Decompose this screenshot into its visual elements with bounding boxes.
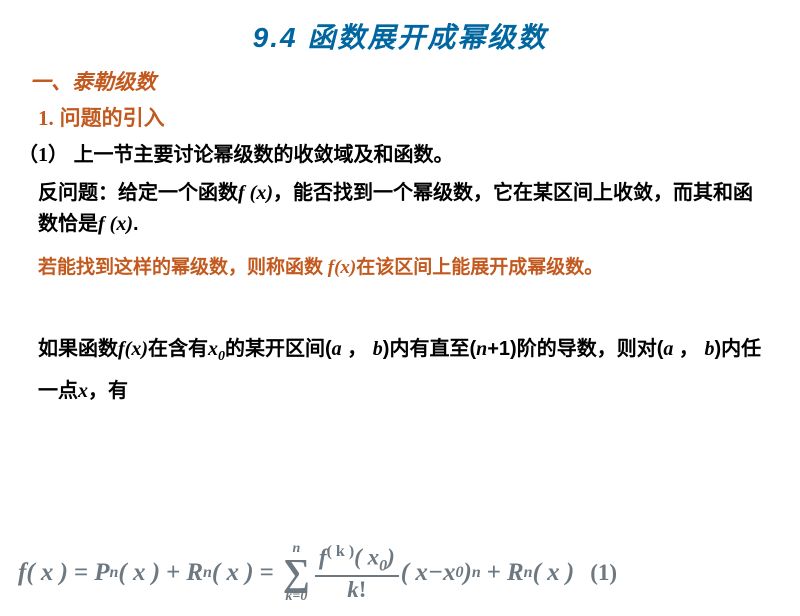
formula-sub-n: n xyxy=(110,564,119,582)
math-fx: f(x) xyxy=(118,338,148,360)
fraction: f( k )( x0) k! xyxy=(315,543,399,602)
subsection-number: 1. xyxy=(38,106,54,130)
highlight-text-1: 若能找到这样的幂级数，则称函数 xyxy=(38,257,323,278)
sigma-symbol: ∑ xyxy=(283,556,310,590)
theorem-comma2: ， xyxy=(673,338,704,360)
math-x: x xyxy=(78,380,88,402)
term-x0: x xyxy=(443,559,456,587)
plus-sign: + xyxy=(166,559,180,587)
term-open: ( x xyxy=(401,559,428,587)
equation-label: (1) xyxy=(590,560,617,586)
math-n: n xyxy=(476,338,487,360)
theorem-p3: 的某开区间( xyxy=(225,338,332,360)
subsection-1: 1. 问题的引入 xyxy=(38,102,800,132)
formula-sub-n: n xyxy=(524,564,533,582)
list-item-1: （1） 上一节主要讨论幂级数的收敛域及和函数。 xyxy=(18,140,782,170)
math-b: b xyxy=(704,338,714,360)
equals-sign: = xyxy=(260,559,274,587)
inverse-text-3: . xyxy=(133,213,139,235)
math-sub0: 0 xyxy=(218,349,225,364)
page-title: 9.4 函数展开成幂级数 xyxy=(0,16,800,56)
theorem-p2: 在含有 xyxy=(148,338,208,360)
math-a: a xyxy=(663,338,673,360)
theorem-comma: ， xyxy=(342,338,373,360)
term-close: ) xyxy=(463,559,471,587)
theorem-text: 如果函数f(x)在含有x0的某开区间(a ， b)内有直至(n+1)阶的导数，则… xyxy=(38,329,780,411)
taylor-formula: f( x ) = Pn( x ) + Rn( x ) = n ∑ k=0 f( … xyxy=(18,542,788,604)
term-minus: − xyxy=(428,559,443,587)
fraction-numerator: f( k )( x0) xyxy=(315,543,399,577)
subsection-text: 问题的引入 xyxy=(60,107,165,130)
theorem-p7: ，有 xyxy=(88,380,128,402)
inverse-text-1: 给定一个函数 xyxy=(118,182,238,204)
math-fx: f (x) xyxy=(98,213,133,235)
theorem-p5: +1)阶的导数，则对( xyxy=(487,338,663,360)
inverse-label: 反问题： xyxy=(38,182,118,204)
formula-R: R xyxy=(186,559,203,587)
fraction-denominator: k! xyxy=(343,577,370,602)
plus-sign: + xyxy=(487,559,501,587)
item-number: （1） xyxy=(18,144,68,166)
highlight-statement: 若能找到这样的幂级数，则称函数 f(x)在该区间上能展开成幂级数。 xyxy=(38,254,780,283)
formula-P: P xyxy=(94,559,109,587)
formula-f: f xyxy=(18,559,26,587)
highlight-text-2: 在该区间上能展开成幂级数。 xyxy=(356,257,603,278)
formula-R2: R xyxy=(507,559,524,587)
section-heading-1: 一、泰勒级数 xyxy=(30,66,800,96)
math-a: a xyxy=(332,338,342,360)
summation-icon: n ∑ k=0 xyxy=(283,542,310,604)
math-b: b xyxy=(373,338,383,360)
formula-x: ( x ) xyxy=(26,559,68,587)
inverse-problem: 反问题：给定一个函数f (x)，能否找到一个幂级数，它在某区间上收敛，而其和函数… xyxy=(38,178,770,240)
math-fx: f(x) xyxy=(323,257,356,278)
theorem-p1: 如果函数 xyxy=(38,338,118,360)
formula-argx: ( x ) xyxy=(533,559,575,587)
formula-sub-n: n xyxy=(203,564,212,582)
math-fx: f (x) xyxy=(238,182,273,204)
formula-argx: ( x ) xyxy=(212,559,254,587)
math-x0: x xyxy=(208,338,218,360)
theorem-p4: )内有直至( xyxy=(383,338,476,360)
equals-sign: = xyxy=(74,559,88,587)
item-text: 上一节主要讨论幂级数的收敛域及和函数。 xyxy=(74,144,454,166)
term-exp: n xyxy=(472,564,481,582)
sum-lower: k=0 xyxy=(285,590,307,604)
formula-argx: ( x ) xyxy=(118,559,160,587)
